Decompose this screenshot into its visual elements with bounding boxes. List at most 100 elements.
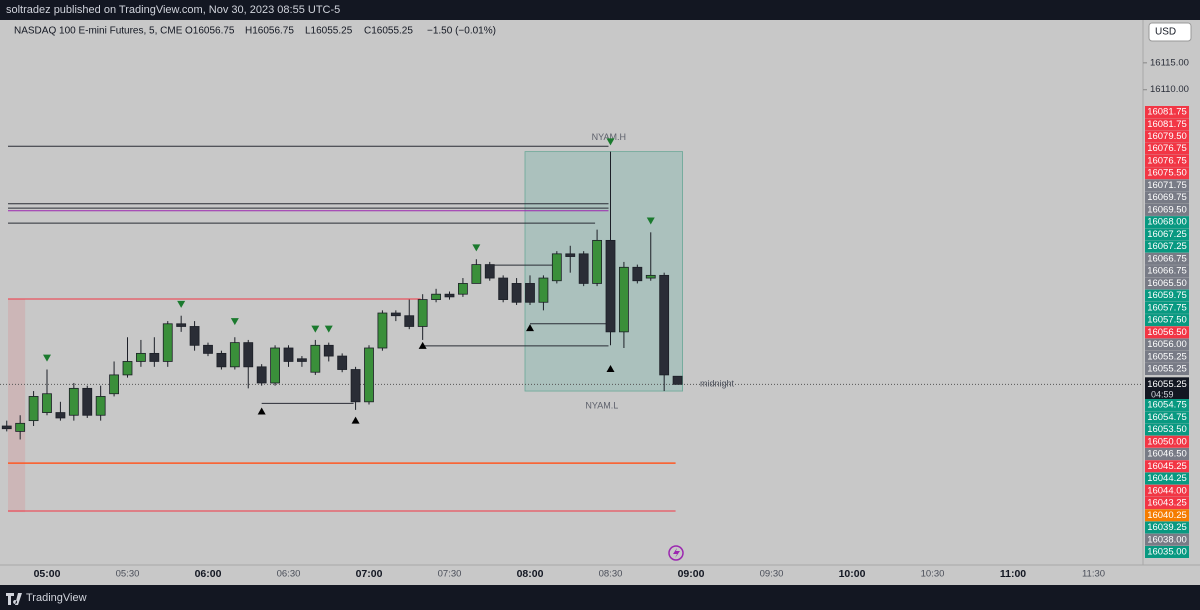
price-badge-label: 16068.00	[1147, 217, 1187, 228]
price-badge-label: 16057.50	[1147, 315, 1187, 326]
candle-body	[203, 344, 213, 354]
signal-marker	[230, 318, 239, 326]
price-badge-label: 16050.00	[1147, 436, 1187, 447]
candle-body	[377, 312, 388, 349]
candle-body	[283, 347, 294, 362]
y-tick-label: 16115.00	[1150, 57, 1189, 68]
price-badge	[1145, 460, 1189, 473]
price-badge-label: 16039.25	[1147, 522, 1187, 533]
candle-body	[390, 312, 401, 317]
brand-name: TradingView	[26, 592, 87, 604]
x-tick-label: 09:00	[678, 568, 705, 580]
candle-body	[431, 293, 441, 300]
candle-body	[632, 266, 643, 282]
price-badge-label: 16066.75	[1147, 253, 1187, 264]
price-badge-label: 16081.75	[1147, 119, 1187, 130]
x-tick-label: 10:30	[921, 569, 945, 580]
price-badge	[1145, 497, 1189, 509]
price-badge-label: 16056.00	[1147, 339, 1187, 350]
zone	[8, 299, 26, 513]
candle-body	[162, 323, 173, 362]
price-badge-label: 16076.75	[1147, 155, 1187, 166]
currency-button[interactable]	[1148, 22, 1192, 42]
signal-marker	[43, 354, 51, 362]
x-tick-label: 06:30	[277, 569, 301, 580]
candle-body	[619, 266, 629, 333]
time-axis	[0, 565, 1200, 585]
price-badge	[1145, 301, 1189, 314]
signal-marker	[472, 244, 481, 252]
candle-body	[270, 347, 280, 384]
price-badge	[1145, 142, 1189, 155]
candle-body	[538, 277, 549, 303]
candle-body	[645, 274, 656, 279]
candle-body	[256, 366, 267, 384]
signal-marker	[418, 341, 427, 349]
signal-marker	[526, 324, 534, 332]
price-badge-label: 16053.50	[1147, 424, 1187, 435]
plot-area	[0, 20, 1143, 565]
candle-body	[458, 283, 468, 295]
candle-body	[28, 396, 39, 422]
price-badge	[1145, 521, 1189, 534]
price-badge-label: 16057.75	[1147, 302, 1187, 313]
price-badge-label: 16076.75	[1147, 143, 1187, 154]
price-badge-label: 16040.25	[1147, 510, 1187, 521]
price-badge	[1145, 423, 1189, 436]
candle-body	[498, 277, 509, 300]
price-badge	[1145, 154, 1189, 167]
currency[interactable]: USD	[1155, 27, 1176, 38]
candle-body	[216, 352, 227, 368]
alert-bolt	[673, 548, 680, 558]
price-badge-label: 16066.75	[1147, 266, 1187, 277]
price-badge	[1145, 533, 1189, 546]
price-badge	[1145, 118, 1189, 131]
candle-body	[605, 239, 616, 333]
candle-body	[122, 361, 133, 376]
candle-body	[364, 347, 374, 403]
candle-body	[149, 352, 160, 362]
price-badge	[1145, 472, 1189, 485]
price-badge-label: 16044.00	[1147, 485, 1187, 496]
candle-body	[189, 326, 200, 346]
price-badge	[1145, 106, 1189, 118]
x-tick-label: 05:30	[116, 569, 140, 580]
price-badge	[1145, 350, 1189, 363]
ohlc-low: L16055.25	[305, 26, 353, 37]
price-badge-label: 16065.50	[1147, 278, 1187, 289]
y-tick-label: 16110.00	[1150, 84, 1189, 95]
x-tick-label: 07:00	[356, 568, 383, 580]
candle-body	[42, 393, 52, 413]
price-badge-label: 16055.25	[1147, 364, 1187, 375]
x-tick-label: 11:30	[1082, 569, 1105, 580]
candle-body	[578, 253, 589, 284]
price-badge-label: 16043.25	[1147, 498, 1187, 509]
price-badge	[1145, 167, 1189, 180]
zone-label: NYAM.L	[585, 400, 618, 410]
price-badge	[1145, 326, 1189, 339]
alert-icon[interactable]	[668, 545, 684, 561]
price-badge	[1145, 338, 1189, 351]
price-badge-label: 16067.25	[1147, 241, 1187, 252]
candle-body	[68, 387, 79, 416]
price-badge	[1145, 203, 1189, 216]
price-badge	[1145, 484, 1189, 497]
ohlc-open: O16056.75	[185, 26, 235, 37]
symbol-line: NASDAQ 100 E-mini Futures, 5, CME O16056…	[14, 26, 496, 37]
signal-marker	[646, 217, 655, 225]
candle-body	[176, 323, 187, 327]
current-price-badge	[1145, 377, 1189, 403]
price-badge	[1145, 240, 1189, 253]
price-badge-label: 16056.50	[1147, 327, 1187, 338]
candle-body	[525, 283, 535, 303]
countdown: 04:59	[1151, 390, 1174, 400]
x-tick-label: 08:30	[599, 569, 623, 580]
price-badge-label: 16075.50	[1147, 168, 1187, 179]
candle-body	[444, 293, 455, 298]
price-badge-label: 16071.75	[1147, 180, 1187, 191]
price-badge-label: 16045.25	[1147, 461, 1187, 472]
candle-body	[15, 422, 26, 432]
price-badge-label: 16044.25	[1147, 473, 1187, 484]
price-badge-label: 16081.75	[1147, 107, 1187, 118]
